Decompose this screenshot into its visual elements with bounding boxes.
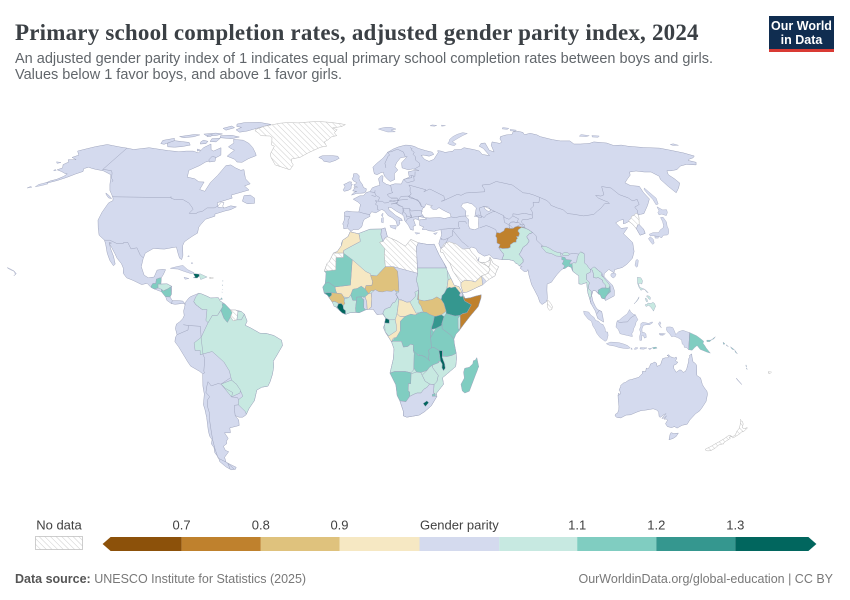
svg-text:1.2: 1.2 bbox=[647, 518, 665, 533]
svg-text:0.7: 0.7 bbox=[173, 518, 191, 533]
svg-text:No data: No data bbox=[36, 518, 82, 533]
svg-text:0.9: 0.9 bbox=[330, 518, 348, 533]
svg-text:1.3: 1.3 bbox=[726, 518, 744, 533]
svg-text:Gender parity: Gender parity bbox=[420, 518, 499, 533]
svg-text:1.1: 1.1 bbox=[568, 518, 586, 533]
svg-text:0.8: 0.8 bbox=[252, 518, 270, 533]
